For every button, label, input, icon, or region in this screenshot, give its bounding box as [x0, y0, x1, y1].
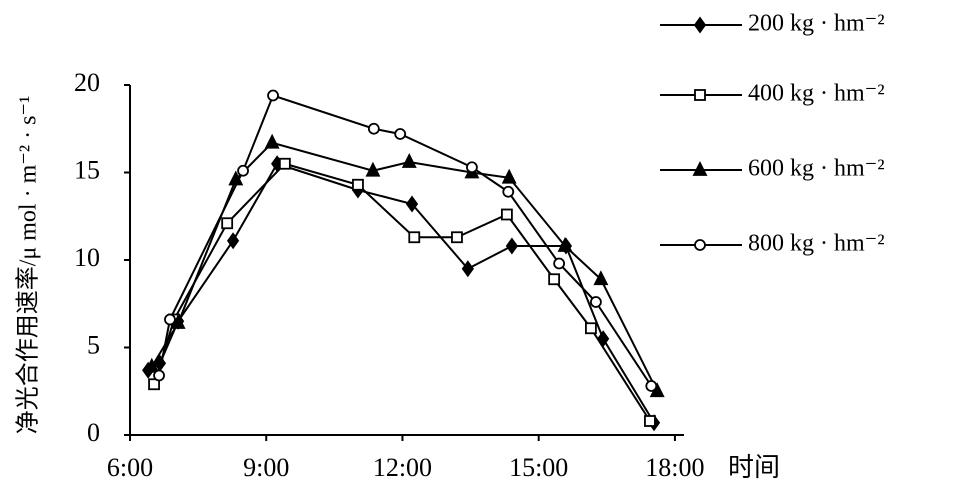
- data-point: [585, 322, 597, 335]
- data-point: [352, 178, 364, 191]
- legend-marker: [692, 160, 708, 176]
- data-point: [501, 168, 517, 184]
- data-point: [466, 161, 478, 174]
- data-point: [365, 161, 381, 177]
- legend-label: 800 kg · hm⁻²: [748, 231, 885, 257]
- y-tick-label: 5: [87, 330, 100, 359]
- data-point: [461, 260, 474, 278]
- data-point: [505, 237, 519, 255]
- x-tick-label: 6:00: [107, 453, 153, 482]
- data-point: [237, 164, 249, 177]
- x-tick-label: 9:00: [243, 453, 289, 482]
- data-point: [590, 296, 602, 308]
- data-point: [164, 313, 176, 326]
- data-point: [553, 257, 566, 270]
- data-point: [557, 236, 573, 252]
- data-point: [501, 208, 513, 221]
- data-point: [401, 152, 417, 168]
- data-point: [267, 89, 279, 102]
- data-point: [144, 357, 160, 373]
- series-line: [147, 162, 655, 424]
- x-axis-label: 时间: [728, 453, 780, 482]
- data-point: [451, 231, 463, 244]
- data-point: [408, 231, 421, 244]
- y-axis-label: 净光合作用速率/μ mol · m⁻² · s⁻¹: [15, 96, 42, 435]
- data-point: [148, 378, 160, 391]
- data-point: [278, 157, 291, 170]
- series-line: [150, 141, 659, 392]
- legend-label: 400 kg · hm⁻²: [748, 81, 885, 107]
- legend-label: 200 kg · hm⁻²: [748, 11, 885, 37]
- y-tick-label: 10: [74, 243, 100, 272]
- data-point: [645, 380, 658, 392]
- y-tick-label: 20: [74, 68, 100, 97]
- x-tick-label: 15:00: [509, 453, 568, 482]
- data-point: [394, 128, 407, 140]
- data-point: [221, 217, 234, 230]
- x-tick-label: 12:00: [373, 453, 432, 482]
- data-point: [548, 273, 561, 286]
- data-point: [593, 270, 609, 286]
- data-point: [264, 133, 280, 149]
- y-tick-label: 0: [87, 418, 100, 447]
- data-point: [367, 122, 380, 135]
- data-point: [502, 185, 515, 198]
- data-point: [153, 369, 165, 382]
- legend-marker: [694, 89, 706, 101]
- legend-marker: [694, 239, 706, 251]
- data-point: [226, 232, 240, 250]
- y-tick-label: 15: [74, 155, 100, 184]
- data-point: [644, 415, 656, 427]
- legend-marker: [693, 16, 707, 34]
- data-point: [405, 195, 419, 213]
- x-tick-label: 18:00: [645, 453, 704, 482]
- legend-label: 600 kg · hm⁻²: [748, 156, 885, 182]
